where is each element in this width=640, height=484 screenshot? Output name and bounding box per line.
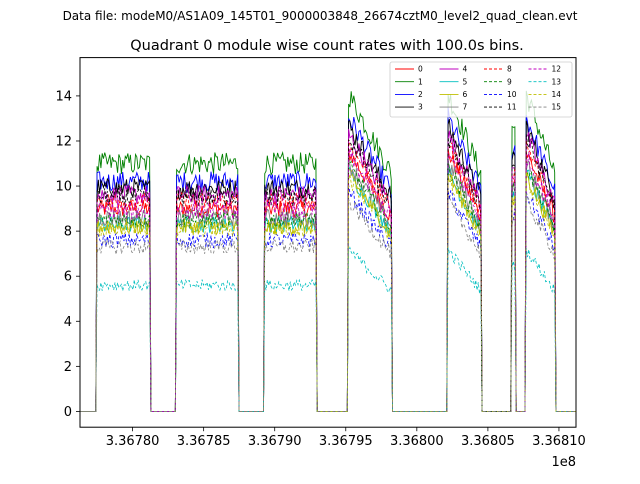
- legend-label-7: 7: [463, 103, 468, 112]
- series-line-3: [80, 118, 576, 412]
- y-tick-label: 12: [55, 134, 72, 149]
- series-line-1: [80, 90, 576, 412]
- legend-label-14: 14: [552, 90, 562, 99]
- legend-box: [389, 61, 573, 118]
- x-tick-label: 3.36805: [461, 434, 515, 449]
- x-tick-label: 3.36800: [390, 434, 444, 449]
- legend-label-15: 15: [552, 103, 562, 112]
- series-line-11: [80, 134, 576, 412]
- legend-label-10: 10: [507, 90, 517, 99]
- y-tick-label: 10: [55, 180, 72, 195]
- x-tick-label: 3.36810: [532, 434, 586, 449]
- series-line-12: [80, 148, 576, 412]
- series-line-5: [80, 165, 576, 412]
- y-tick-label: 2: [64, 360, 72, 375]
- series-line-13: [80, 246, 576, 412]
- plot-frame: [79, 57, 577, 428]
- legend-label-1: 1: [418, 77, 423, 86]
- legend-label-8: 8: [507, 65, 512, 74]
- y-tick-label: 8: [64, 225, 72, 240]
- legend-label-13: 13: [552, 77, 562, 86]
- series-layer: [80, 90, 576, 412]
- series-line-2: [80, 107, 576, 412]
- legend-label-9: 9: [507, 77, 512, 86]
- x-offset-label: 1e8: [551, 455, 576, 470]
- chart-title: Quadrant 0 module wise count rates with …: [130, 38, 524, 54]
- series-line-14: [80, 171, 576, 412]
- x-tick-label: 3.36780: [106, 434, 160, 449]
- legend-label-3: 3: [418, 103, 423, 112]
- series-line-10: [80, 184, 576, 412]
- chart-suptitle: Data file: modeM0/AS1A09_145T01_90000038…: [63, 9, 578, 23]
- legend-label-4: 4: [463, 65, 468, 74]
- legend-label-12: 12: [552, 65, 562, 74]
- series-line-15: [80, 193, 576, 412]
- legend-label-0: 0: [418, 65, 423, 74]
- y-tick-label: 6: [64, 270, 72, 285]
- legend-label-11: 11: [507, 103, 517, 112]
- x-tick-label: 3.36790: [248, 434, 302, 449]
- x-axis: 3.36780 3.36785 3.36790 3.36795 3.36800 3.368…: [106, 427, 586, 449]
- legend-label-2: 2: [418, 90, 423, 99]
- y-axis: 0 2 4 6 8 10 12 14: [55, 89, 80, 420]
- x-tick-label: 3.36785: [177, 434, 231, 449]
- series-line-9: [80, 159, 576, 412]
- series-line-7: [80, 157, 576, 412]
- series-line-0: [80, 148, 576, 412]
- series-line-8: [80, 139, 576, 412]
- x-tick-label: 3.36795: [319, 434, 373, 449]
- series-line-4: [80, 128, 576, 412]
- y-tick-label: 4: [64, 315, 72, 330]
- y-tick-label: 14: [55, 89, 72, 104]
- series-line-6: [80, 168, 576, 412]
- legend-label-5: 5: [463, 77, 468, 86]
- y-tick-label: 0: [64, 405, 72, 420]
- legend-label-6: 6: [463, 90, 468, 99]
